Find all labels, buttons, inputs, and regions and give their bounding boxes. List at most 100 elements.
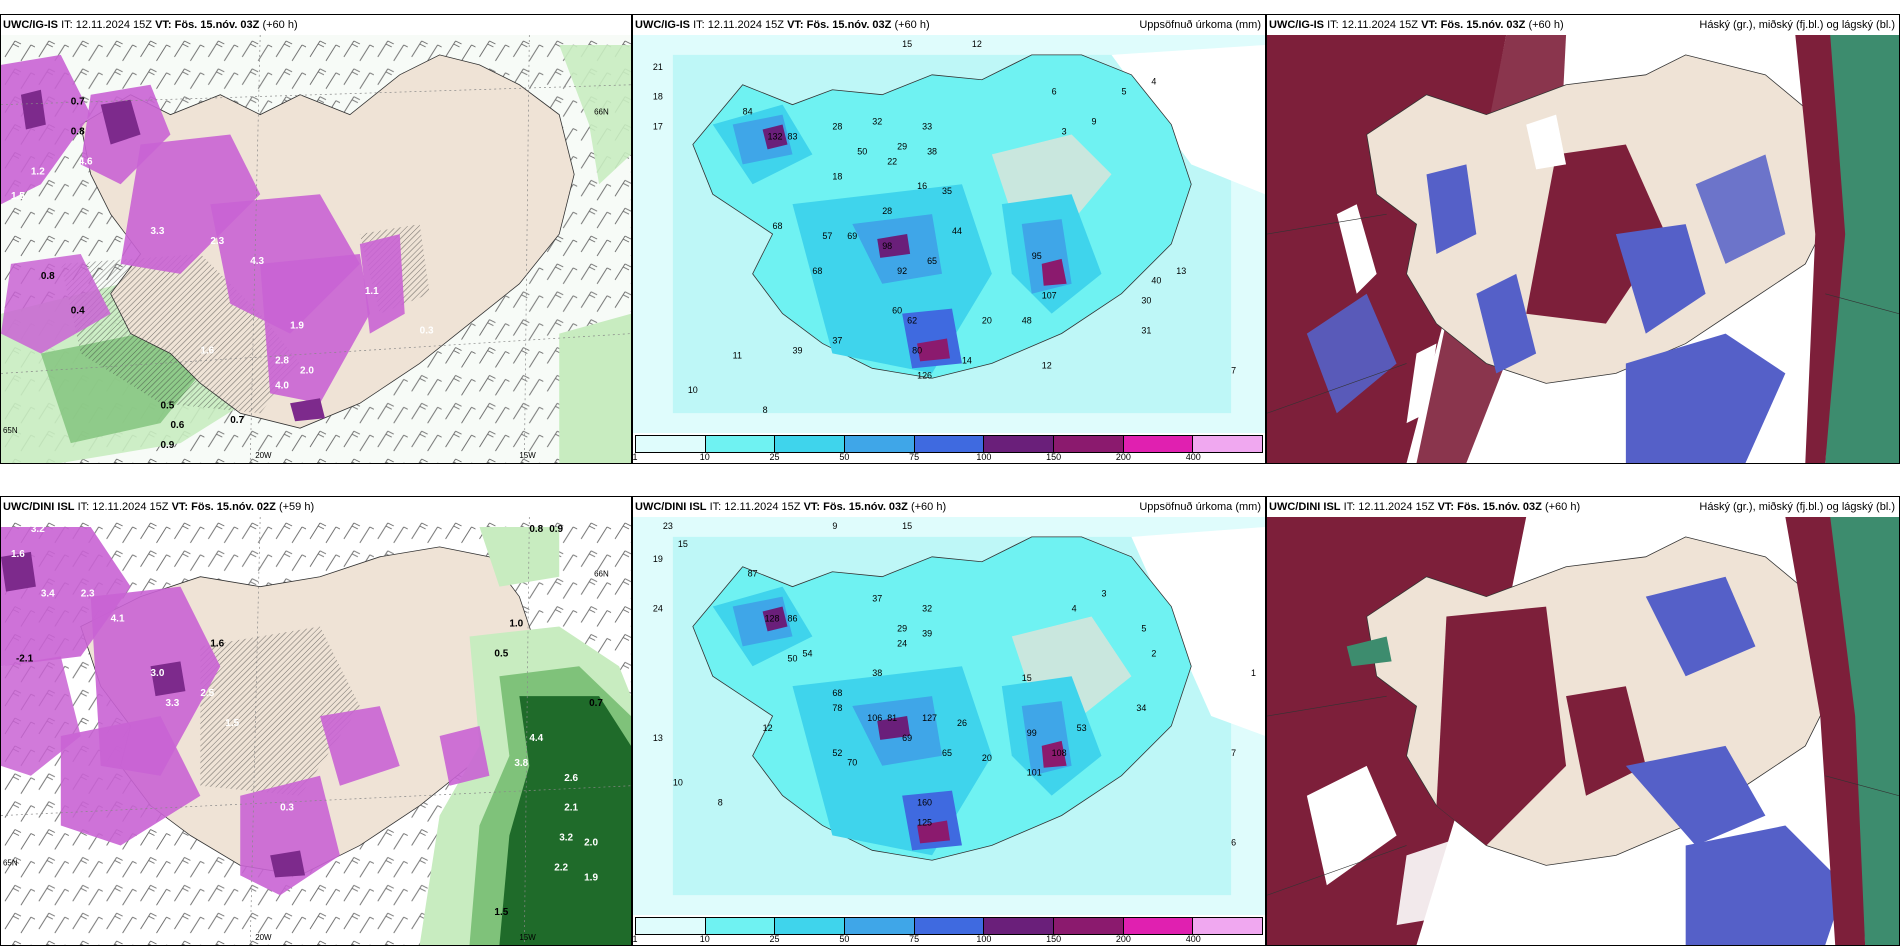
axis-label: 66N	[594, 108, 609, 117]
colorbar-swatch	[1193, 918, 1263, 934]
colorbar-tick: 10	[699, 934, 710, 944]
axis-label: 65N	[3, 426, 18, 435]
svg-text:1.6: 1.6	[210, 638, 224, 649]
colorbar-tick: 400	[1185, 934, 1201, 944]
svg-text:57: 57	[822, 231, 832, 241]
map-svg: 15 12 21 18 17 84 132 83 28 32 50 22 29 …	[633, 35, 1265, 433]
colorbar-tick: 400	[1185, 452, 1201, 462]
svg-text:68: 68	[832, 688, 842, 698]
svg-text:21: 21	[653, 62, 663, 72]
svg-text:0.3: 0.3	[280, 803, 294, 814]
svg-text:127: 127	[922, 713, 937, 723]
colorbar-tick: 1	[632, 452, 638, 462]
vt-value: Fös. 15.nóv. 03Z	[1440, 19, 1526, 31]
colorbar-tick: 100	[976, 452, 992, 462]
svg-text:37: 37	[872, 594, 882, 604]
map-accum-precip: 15 12 21 18 17 84 132 83 28 32 50 22 29 …	[633, 35, 1265, 433]
svg-text:13: 13	[1176, 266, 1186, 276]
svg-text:23: 23	[663, 521, 673, 531]
colorbar-tick: 50	[839, 452, 850, 462]
svg-text:1.9: 1.9	[584, 872, 598, 883]
colorbar-ticks: 1 10 25 50 75 100 150 200 400	[633, 934, 1263, 945]
svg-text:48: 48	[1022, 316, 1032, 326]
colorbar-swatch	[914, 918, 985, 934]
colorbar-tick: 150	[1046, 934, 1062, 944]
colorbar-tick: 200	[1115, 934, 1131, 944]
svg-text:39: 39	[922, 628, 932, 638]
svg-text:13: 13	[653, 733, 663, 743]
map-wind-precip: 3.2 1.6 3.4 2.3 4.1 3.0 -2.1 3.3 2.5 1.5…	[1, 517, 631, 945]
panel-top-right: UWC/IG-IS IT: 12.11.2024 15Z VT: Fös. 15…	[1266, 14, 1900, 464]
svg-text:106: 106	[867, 713, 882, 723]
svg-text:2.3: 2.3	[81, 589, 95, 600]
svg-text:5: 5	[1121, 87, 1126, 97]
svg-text:8: 8	[763, 405, 768, 415]
svg-text:50: 50	[857, 146, 867, 156]
colorbar-tick: 10	[699, 452, 710, 462]
vt-label: VT:	[171, 501, 189, 513]
svg-text:10: 10	[673, 778, 683, 788]
svg-text:95: 95	[1032, 251, 1042, 261]
axis-label: 20W	[255, 933, 272, 942]
lead-time: (+59 h)	[278, 501, 315, 513]
svg-text:81: 81	[887, 713, 897, 723]
value-label: 0.7	[230, 415, 244, 426]
svg-text:3.0: 3.0	[151, 668, 165, 679]
svg-text:15: 15	[1022, 673, 1032, 683]
svg-text:1.6: 1.6	[11, 549, 25, 560]
colorbar-tick: 200	[1115, 452, 1131, 462]
svg-text:107: 107	[1042, 291, 1057, 301]
svg-text:70: 70	[847, 758, 857, 768]
svg-text:18: 18	[832, 171, 842, 181]
svg-text:3.4: 3.4	[41, 589, 55, 600]
map-clouds	[1267, 517, 1899, 945]
value-label: 0.6	[170, 420, 184, 431]
svg-text:15: 15	[902, 521, 912, 531]
precip-values: 0.7 0.8 1.2 1.5 4.6 3.3 2.3 4.3 1.6 0.8 …	[11, 97, 434, 451]
svg-text:87: 87	[748, 569, 758, 579]
map-svg: 3.2 1.6 3.4 2.3 4.1 3.0 -2.1 3.3 2.5 1.5…	[1, 517, 631, 945]
svg-text:28: 28	[882, 206, 892, 216]
colorbar-swatch	[636, 918, 706, 934]
lead-time: (+60 h)	[894, 19, 930, 31]
svg-text:-2.1: -2.1	[16, 653, 34, 664]
vt-value: Fös. 15.nóv. 03Z	[806, 19, 892, 31]
svg-text:2.1: 2.1	[564, 803, 578, 814]
colorbar-swatch	[984, 918, 1055, 934]
svg-text:35: 35	[942, 186, 952, 196]
svg-text:4: 4	[1151, 77, 1156, 87]
vt-label: VT:	[1437, 501, 1455, 513]
panel-header: UWC/IG-IS IT: 12.11.2024 15Z VT: Fös. 15…	[1, 15, 631, 35]
svg-text:24: 24	[653, 604, 663, 614]
svg-text:2.0: 2.0	[584, 837, 598, 848]
model-name: UWC/DINI ISL	[1269, 501, 1341, 513]
colorbar-swatch	[775, 436, 846, 452]
value-label: 0.8	[41, 271, 55, 282]
value-label: 0.9	[160, 440, 174, 451]
panel-right-title: Háský (gr.), miðský (fj.bl.) og lágský (…	[1699, 501, 1895, 513]
svg-text:78: 78	[832, 703, 842, 713]
lead-time: (+60 h)	[910, 501, 947, 513]
vt-label: VT:	[1421, 19, 1438, 31]
svg-text:4.1: 4.1	[111, 614, 125, 625]
svg-text:0.5: 0.5	[494, 648, 508, 659]
svg-text:160: 160	[917, 798, 932, 808]
vt-value: Fös. 15.nóv. 02Z	[191, 501, 276, 513]
colorbar-tick: 50	[839, 934, 850, 944]
it-value: 12.11.2024 15Z	[724, 501, 801, 513]
svg-text:38: 38	[927, 146, 937, 156]
panel-header: UWC/DINI ISL IT: 12.11.2024 15Z VT: Fös.…	[1267, 497, 1899, 517]
value-label: 0.8	[71, 127, 85, 138]
it-label: IT:	[1327, 19, 1339, 31]
value-label: 0.7	[71, 97, 85, 108]
colorbar-swatch	[1054, 436, 1124, 452]
svg-text:20: 20	[982, 316, 992, 326]
it-label: IT:	[709, 501, 722, 513]
svg-text:0.9: 0.9	[549, 524, 563, 535]
svg-text:52: 52	[832, 748, 842, 758]
value-label: 1.1	[365, 286, 379, 297]
svg-text:37: 37	[832, 335, 842, 345]
value-label: 2.8	[275, 355, 289, 366]
svg-text:62: 62	[907, 316, 917, 326]
panel-right-title: Uppsöfnuð úrkoma (mm)	[1139, 19, 1261, 31]
